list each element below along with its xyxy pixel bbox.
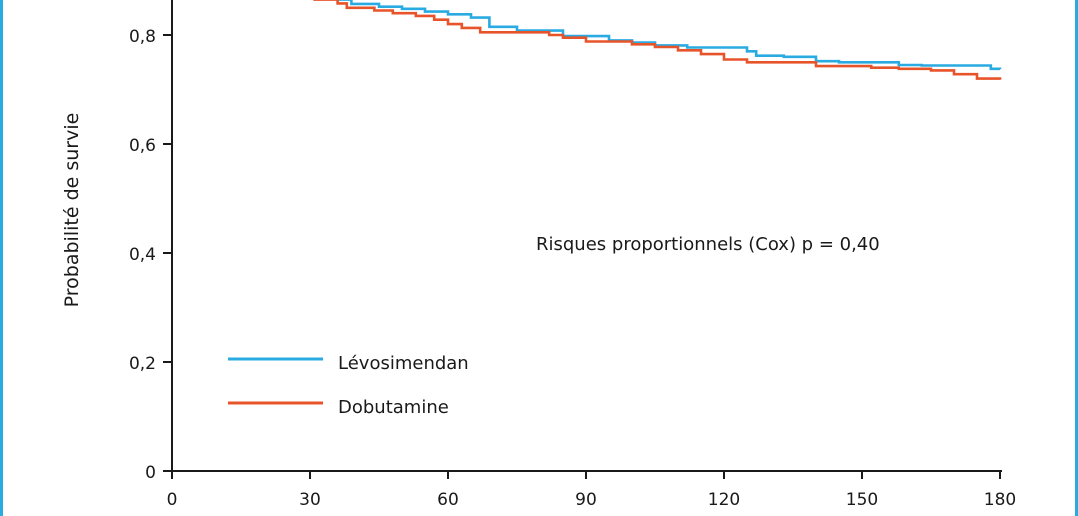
x-tick-label: 60 <box>437 490 459 510</box>
y-axis-title: Probabilité de survie <box>61 113 83 308</box>
series-line-dobutamine <box>313 0 1002 80</box>
y-tick-label: 0 <box>145 463 156 483</box>
x-tick-label: 120 <box>708 490 740 510</box>
cox-annotation: Risques proportionnels (Cox) p = 0,40 <box>536 234 880 255</box>
legend-label-dobutamine: Dobutamine <box>338 397 449 418</box>
y-tick-label: 0,6 <box>129 136 156 156</box>
legend: Lévosimendan Dobutamine <box>228 353 469 418</box>
y-tick-label: 0,2 <box>129 354 156 374</box>
x-tick-label: 180 <box>984 490 1016 510</box>
ticks: 0 30 60 90 120 150 180 0 0,2 0,4 0,6 0,8 <box>129 27 1016 510</box>
x-tick-label: 0 <box>167 490 178 510</box>
legend-label-levosimendan: Lévosimendan <box>338 353 469 374</box>
x-tick-label: 90 <box>575 490 597 510</box>
series-lines <box>313 0 1002 80</box>
x-tick-label: 30 <box>299 490 321 510</box>
x-tick-label: 150 <box>846 490 878 510</box>
y-tick-label: 0,4 <box>129 245 156 265</box>
y-tick-label: 0,8 <box>129 27 156 47</box>
